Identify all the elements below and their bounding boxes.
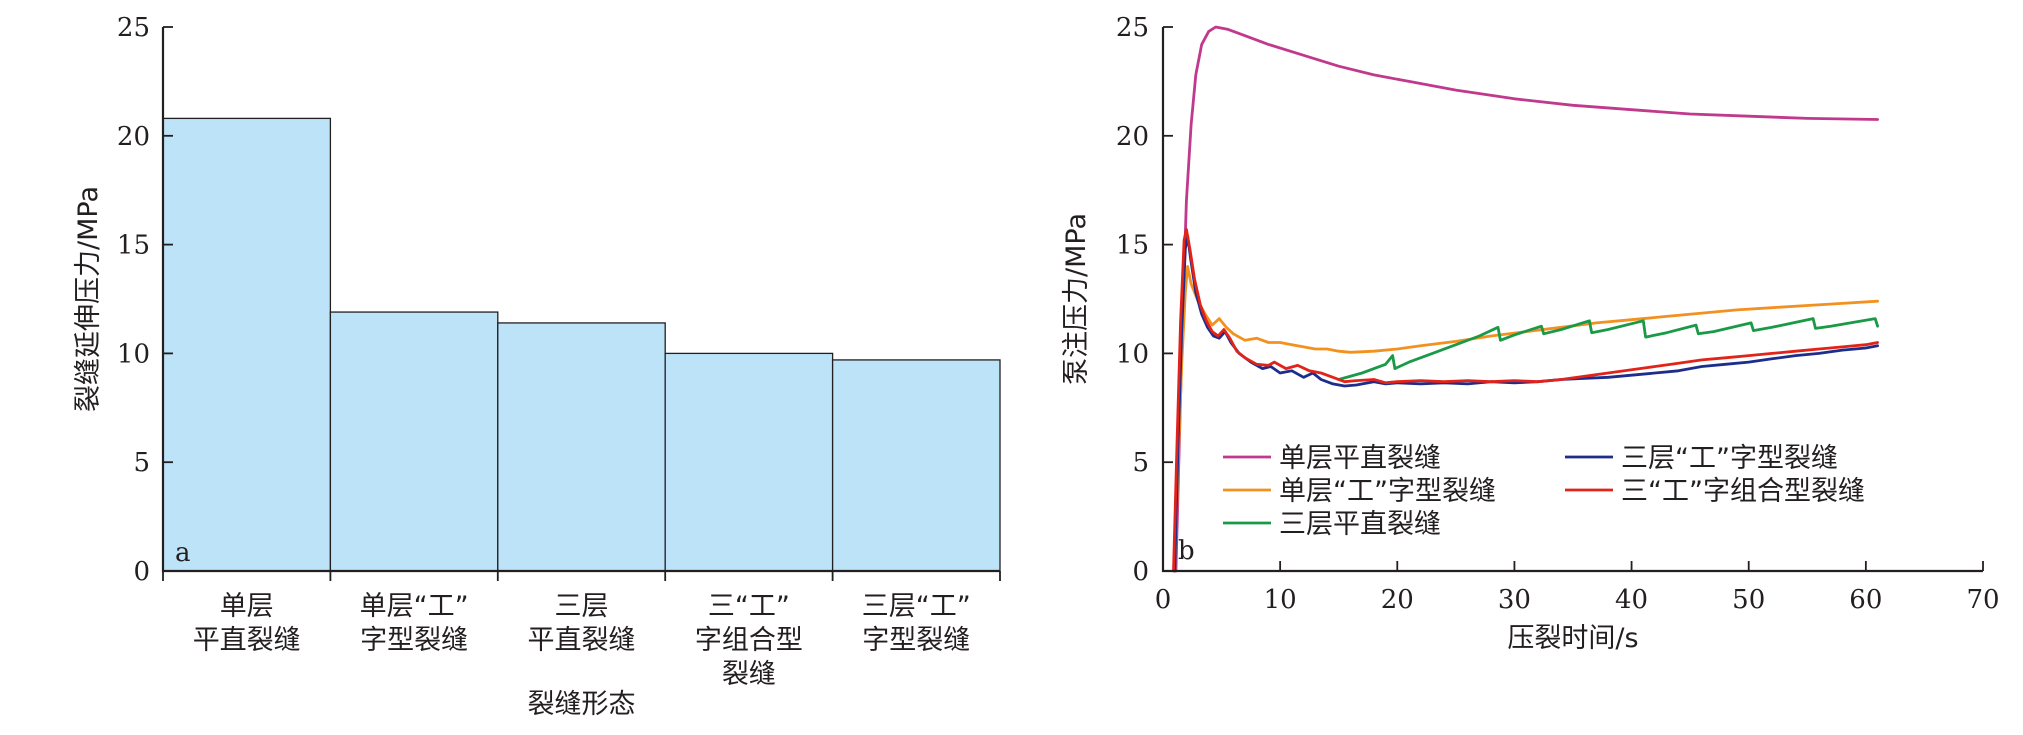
- bar-1: [162, 117, 332, 572]
- line-chart-panel-b: 0 5 10 15 20 25 0 10 20 30 40 50 60 70 单层平直裂缝单层“工”字型…: [1061, 13, 2000, 654]
- category-label: 三层: [555, 591, 609, 622]
- x-tick-labels-b: 0 10 20 30 40 50 60 70: [1155, 585, 2000, 615]
- bar-2: [329, 311, 499, 572]
- legend-label-2: 单层“工”字型裂缝: [1279, 476, 1496, 507]
- y-tick-label-b: 5: [1132, 448, 1149, 478]
- y-tick-label-a: 15: [117, 231, 150, 261]
- category-label: 字型裂缝: [862, 625, 970, 656]
- y-tick-labels-a: 0 5 10 15 20 25: [117, 13, 150, 587]
- panel-label-b: b: [1178, 536, 1195, 566]
- y-tick-label-a: 5: [133, 448, 150, 478]
- panel-label-a: a: [175, 538, 191, 568]
- category-label: 单层: [220, 591, 274, 622]
- category-label: 平直裂缝: [528, 625, 636, 656]
- legend-label-5: 三“工”字组合型裂缝: [1621, 476, 1865, 507]
- category-label: 三“工”: [708, 591, 790, 622]
- bar-3: [497, 322, 666, 572]
- x-axis-label-b: 压裂时间/s: [1507, 623, 1638, 654]
- category-label: 字组合型: [695, 625, 803, 656]
- x-tick-label-b: 10: [1264, 585, 1297, 615]
- axes-a: [161, 26, 1001, 581]
- category-label: 字型裂缝: [360, 625, 468, 656]
- legend-label-4: 三层“工”字型裂缝: [1621, 443, 1838, 474]
- axes-b: [1161, 26, 1984, 573]
- x-tick-label-b: 60: [1849, 585, 1882, 615]
- bar-series: [162, 117, 1001, 572]
- series-line-3: [1337, 317, 1879, 381]
- y-tick-label-a: 25: [117, 13, 150, 43]
- y-tick-label-b: 20: [1116, 122, 1149, 152]
- legend-label-3: 三层平直裂缝: [1279, 509, 1441, 540]
- series-line-5: [1172, 228, 1879, 573]
- y-axis-label-b: 泵注压力/MPa: [1061, 213, 1092, 385]
- series-line-4: [1173, 234, 1879, 573]
- legend-label-1: 单层平直裂缝: [1279, 443, 1441, 474]
- x-axis-label-a: 裂缝形态: [528, 689, 636, 720]
- x-tick-label-b: 0: [1155, 585, 1172, 615]
- x-tick-label-b: 40: [1615, 585, 1648, 615]
- y-tick-label-b: 25: [1116, 13, 1149, 43]
- y-tick-label-b: 15: [1116, 231, 1149, 261]
- category-label: 单层“工”: [360, 591, 469, 622]
- bar-4: [664, 352, 834, 572]
- category-label: 裂缝: [722, 659, 776, 690]
- line-series-group: [1172, 25, 1879, 573]
- y-axis-label-a: 裂缝延伸压力/MPa: [73, 186, 104, 412]
- x-tick-label-b: 20: [1381, 585, 1414, 615]
- category-label: 三层“工”: [862, 591, 971, 622]
- y-tick-label-b: 10: [1116, 339, 1149, 369]
- y-tick-label-a: 20: [117, 122, 150, 152]
- category-label: 平直裂缝: [193, 625, 301, 656]
- series-line-1: [1174, 25, 1879, 573]
- bar-5: [831, 359, 1001, 572]
- y-tick-label-b: 0: [1132, 557, 1149, 587]
- x-tick-label-b: 30: [1498, 585, 1531, 615]
- y-tick-label-a: 0: [133, 557, 150, 587]
- y-tick-label-a: 10: [117, 339, 150, 369]
- y-tick-labels-b: 0 5 10 15 20 25: [1116, 13, 1149, 587]
- x-tick-label-b: 50: [1732, 585, 1765, 615]
- x-tick-label-b: 70: [1966, 585, 1999, 615]
